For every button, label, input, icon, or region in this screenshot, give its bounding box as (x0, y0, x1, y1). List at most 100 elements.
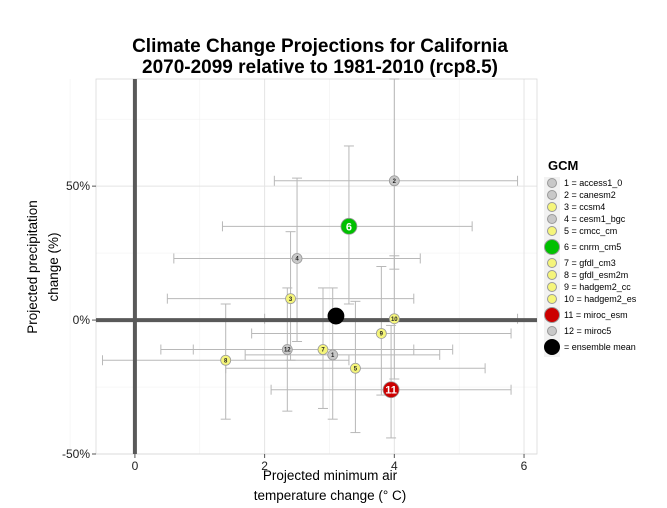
legend-label: 8 = gfdl_esm2m (564, 270, 629, 280)
legend-label: 2 = canesm2 (564, 190, 616, 200)
legend-marker (547, 282, 557, 292)
data-point-marker (327, 349, 339, 361)
x-axis-label-line2: temperature change (° C) (253, 488, 407, 503)
legend-key (544, 281, 560, 293)
data-point-label: 8 (224, 358, 228, 364)
legend-key (544, 201, 560, 213)
legend-label: 1 = access1_0 (564, 178, 623, 188)
legend-item: 6 = cnrm_cm5 (544, 237, 636, 257)
plot-border (95, 78, 538, 455)
legend-key (544, 257, 560, 269)
legend: GCM 1 = access1_0 2 = canesm2 3 = ccsm4 4 =… (544, 158, 636, 357)
legend-item: 3 = ccsm4 (544, 201, 636, 213)
data-point-marker (285, 293, 296, 305)
data-point-12: 12 (281, 344, 293, 355)
data-point-5: 5 (350, 362, 361, 374)
legend-marker (547, 178, 557, 188)
data-point-8: 8 (220, 354, 232, 366)
data-point-marker (291, 253, 303, 264)
data-point-marker (340, 217, 358, 235)
legend-key (544, 237, 560, 257)
legend-label: 5 = cmcc_cm (564, 226, 618, 236)
legend-label: 3 = ccsm4 (564, 202, 606, 212)
data-point-marker (382, 381, 400, 399)
plot-panel (96, 79, 537, 454)
data-point-label: 10 (391, 317, 398, 323)
legend-item: 8 = gfdl_esm2m (544, 269, 636, 281)
legend-marker (547, 258, 557, 268)
legend-item: 5 = cmcc_cm (544, 225, 636, 237)
x-tick-label: 4 (391, 459, 398, 473)
data-point-label: 12 (284, 348, 291, 354)
legend-label: 10 = hadgem2_es (564, 294, 637, 304)
data-point-ensemble-mean (327, 307, 345, 325)
data-point-label: 4 (295, 257, 299, 263)
legend-key (544, 305, 560, 325)
legend-marker (547, 226, 557, 236)
data-point-label: 5 (354, 366, 358, 372)
legend-key (544, 225, 560, 237)
data-point-label: 11 (385, 385, 397, 397)
legend-item: = ensemble mean (544, 337, 636, 357)
y-axis-label-line2: change (%) (46, 232, 61, 301)
data-point-1: 1 (327, 349, 339, 361)
legend-key (544, 337, 560, 357)
data-point-9: 9 (375, 328, 387, 339)
data-point-label: 6 (346, 221, 352, 233)
data-point-10: 10 (388, 313, 400, 325)
data-point-marker (388, 175, 400, 187)
x-tick-label: 6 (521, 459, 528, 473)
data-point-marker (317, 344, 329, 355)
data-point-2: 2 (388, 175, 400, 187)
legend-marker (547, 202, 557, 212)
legend-label: 12 = miroc5 (564, 326, 612, 336)
data-point-marker (375, 328, 387, 339)
legend-item: 4 = cesm1_bgc (544, 213, 636, 225)
legend-item: 2 = canesm2 (544, 189, 636, 201)
legend-marker (547, 214, 557, 224)
legend-label: 6 = cnrm_cm5 (564, 242, 622, 252)
data-point-marker (388, 313, 400, 325)
legend-key (544, 293, 560, 305)
legend-key (544, 213, 560, 225)
chart-title-line2: 2070-2099 relative to 1981-2010 (rcp8.5) (142, 57, 498, 78)
legend-marker (547, 190, 557, 200)
legend-marker (544, 239, 560, 255)
legend-marker (544, 307, 560, 323)
legend-label: 9 = hadgem2_cc (564, 282, 631, 292)
legend-marker (547, 270, 557, 280)
data-point-7: 7 (317, 344, 329, 355)
y-tick-label: 0% (73, 313, 91, 327)
data-point-marker (220, 354, 232, 366)
legend-item: 11 = miroc_esm (544, 305, 636, 325)
data-point-label: 9 (380, 332, 384, 338)
legend-marker (544, 339, 560, 355)
legend-label: = ensemble mean (564, 342, 636, 352)
y-axis-label-line1: Projected precipitation (25, 200, 40, 334)
legend-items: 1 = access1_0 2 = canesm2 3 = ccsm4 4 = ces… (544, 177, 636, 357)
data-point-marker (350, 362, 361, 374)
legend-key (544, 269, 560, 281)
legend-label: 11 = miroc_esm (564, 310, 628, 320)
x-tick-label: 2 (261, 459, 268, 473)
legend-marker (547, 326, 557, 336)
legend-title: GCM (548, 158, 579, 173)
data-point-11: 11 (382, 381, 400, 399)
chart-title-line1: Climate Change Projections for Californi… (132, 36, 508, 57)
x-tick-label: 0 (132, 459, 139, 473)
y-tick-label: 50% (66, 179, 90, 193)
y-tick-label: -50% (62, 447, 90, 461)
data-point-label: 3 (289, 297, 293, 303)
data-point-6: 6 (340, 217, 358, 235)
data-point-label: 1 (331, 353, 335, 359)
legend-key (544, 189, 560, 201)
data-point-label: 7 (321, 348, 325, 354)
data-point-marker (281, 344, 293, 355)
legend-marker (547, 294, 557, 304)
data-point-4: 4 (291, 253, 303, 264)
legend-item: 1 = access1_0 (544, 177, 636, 189)
legend-item: 7 = gfdl_cm3 (544, 257, 636, 269)
legend-label: 4 = cesm1_bgc (564, 214, 626, 224)
x-axis-label-line1: Projected minimum air (262, 468, 398, 483)
